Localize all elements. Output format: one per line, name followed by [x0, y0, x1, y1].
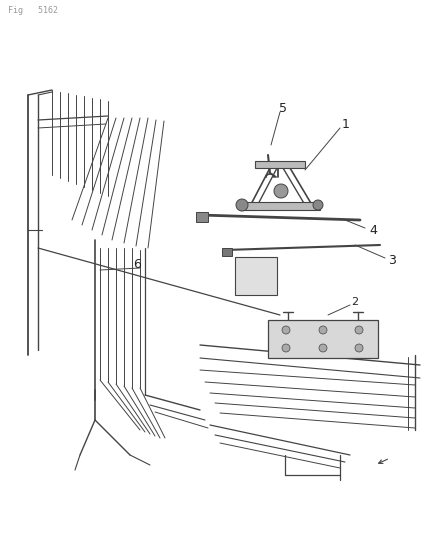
- FancyBboxPatch shape: [267, 320, 377, 358]
- Circle shape: [281, 344, 290, 352]
- FancyBboxPatch shape: [195, 212, 208, 222]
- Text: 3: 3: [387, 254, 395, 268]
- Circle shape: [236, 199, 247, 211]
- Circle shape: [273, 184, 287, 198]
- FancyBboxPatch shape: [254, 161, 304, 168]
- Text: Fig   5162: Fig 5162: [8, 6, 58, 15]
- FancyBboxPatch shape: [240, 202, 319, 210]
- Circle shape: [318, 344, 326, 352]
- FancyBboxPatch shape: [234, 257, 276, 295]
- FancyBboxPatch shape: [222, 248, 231, 256]
- Text: 6: 6: [133, 259, 141, 271]
- Circle shape: [354, 326, 362, 334]
- Circle shape: [354, 344, 362, 352]
- Text: 4: 4: [368, 223, 376, 237]
- Text: 5: 5: [279, 101, 286, 115]
- Circle shape: [318, 326, 326, 334]
- Text: 2: 2: [351, 297, 358, 307]
- Circle shape: [281, 326, 290, 334]
- Circle shape: [312, 200, 322, 210]
- Text: 1: 1: [341, 118, 349, 132]
